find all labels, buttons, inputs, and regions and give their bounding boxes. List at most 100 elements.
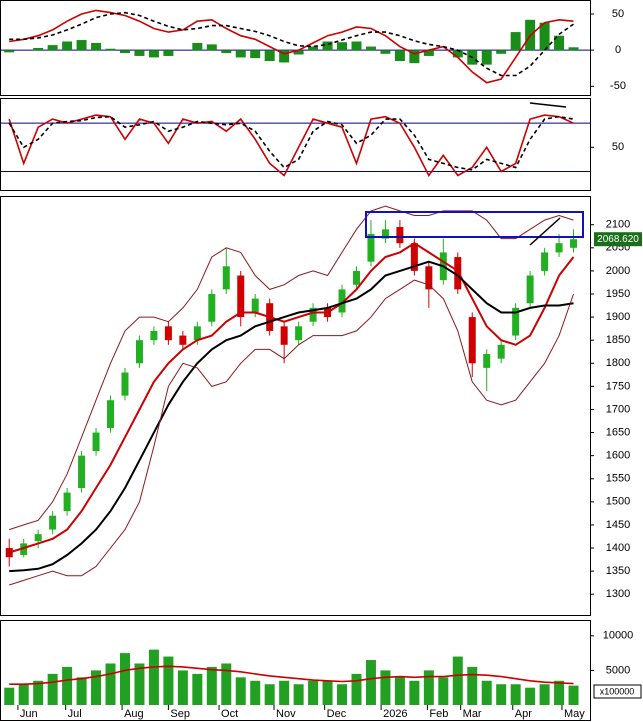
histogram-bar — [496, 50, 507, 54]
volume-bar — [148, 649, 159, 705]
volume-bar — [365, 660, 376, 705]
candle-body — [135, 340, 143, 364]
volume-bar — [496, 684, 507, 705]
candle-body — [107, 400, 115, 428]
candle-body — [295, 326, 303, 341]
candle-body — [410, 243, 418, 271]
candle-body — [468, 317, 476, 364]
x-tick-label: Jun — [20, 708, 38, 720]
volume-bar — [525, 687, 536, 705]
trend-line — [529, 102, 567, 108]
histogram-bar — [4, 50, 15, 53]
histogram-bar — [119, 50, 130, 54]
volume-bar — [163, 656, 174, 705]
histogram-bar — [293, 50, 304, 55]
candle-body — [78, 455, 86, 488]
histogram-bar — [206, 44, 217, 51]
y-tick-label: 1400 — [606, 542, 630, 554]
volume-bar — [467, 666, 478, 705]
candle-body — [570, 239, 578, 248]
y-tick-label: 1900 — [606, 311, 630, 323]
volume-bar — [539, 684, 550, 705]
indicator-line — [9, 279, 574, 586]
stochastic-panel — [0, 98, 591, 191]
volume-bar — [119, 653, 130, 705]
volume-bar — [308, 680, 319, 705]
candle-body — [396, 227, 404, 244]
volume-bar — [76, 677, 87, 705]
last-price-label: 2068.620 — [597, 234, 639, 245]
y-tick-label: 50 — [612, 8, 624, 20]
y-tick-label: 1950 — [606, 288, 630, 300]
y-tick-label: 1600 — [606, 450, 630, 462]
y-tick-label: 5000 — [606, 664, 630, 676]
y-tick-label: 1550 — [606, 473, 630, 485]
histogram-bar — [423, 50, 434, 56]
volume-bar — [510, 684, 521, 705]
histogram-bar — [134, 50, 145, 56]
y-tick-label: -50 — [610, 80, 626, 92]
candle-body — [280, 326, 288, 345]
volume-bar — [264, 684, 275, 705]
histogram-bar — [250, 50, 261, 59]
volume-bar — [33, 680, 44, 705]
candle-body — [63, 492, 71, 512]
y-tick-label: 2100 — [606, 219, 630, 231]
histogram-bar — [554, 35, 565, 51]
candle-body — [222, 266, 230, 290]
histogram-bar — [337, 42, 348, 51]
x-tick-label: May — [564, 708, 585, 720]
candle-body — [164, 326, 172, 341]
candle-body — [526, 275, 534, 304]
volume-bar — [62, 666, 73, 705]
candle-body — [150, 330, 158, 341]
candle-body — [179, 335, 187, 345]
candle-body — [454, 257, 462, 290]
candle-body — [34, 534, 42, 542]
x-tick-label: Mar — [463, 708, 482, 720]
candle-body — [425, 266, 433, 290]
histogram-bar — [163, 50, 174, 56]
histogram-bar — [539, 22, 550, 51]
indicator-line — [9, 205, 574, 531]
histogram-bar — [510, 32, 521, 51]
volume-bar — [481, 680, 492, 705]
candle-body — [512, 307, 520, 336]
x-tick-label: Oct — [221, 708, 238, 720]
candle-body — [121, 372, 129, 396]
x-tick-label: Dec — [327, 708, 347, 720]
x-tick-label: Apr — [515, 708, 532, 720]
x-tick-label: Jul — [68, 708, 82, 720]
candle-body — [193, 326, 201, 341]
volume-bar — [293, 684, 304, 705]
marks: -50 0 50 50 1300 1350 1400 1450 1500 1550 1600 1650… — [1, 8, 642, 720]
candle-body — [237, 275, 245, 318]
candle-body — [555, 243, 563, 253]
volume-bar — [192, 673, 203, 705]
price-panel — [0, 196, 591, 616]
highlight-zone — [365, 211, 584, 238]
histogram-bar — [235, 50, 246, 58]
indicator-line — [8, 242, 575, 554]
histogram-bar — [308, 46, 319, 51]
histogram-bar — [192, 42, 203, 51]
indicator-line — [9, 11, 574, 77]
volume-bar — [423, 670, 434, 705]
volume-bar — [394, 677, 405, 705]
candle-body — [309, 307, 317, 322]
histogram-bar — [47, 45, 58, 51]
unit-box — [593, 684, 642, 699]
candle-body — [92, 432, 100, 452]
y-tick-label: 1700 — [606, 403, 630, 415]
histogram-bar — [76, 40, 87, 51]
volume-bar — [409, 680, 420, 705]
histogram-bar — [105, 48, 116, 51]
y-tick-label: 1800 — [606, 357, 630, 369]
volume-bar — [134, 663, 145, 705]
histogram-bar — [264, 50, 275, 62]
candle-body — [483, 354, 491, 368]
volume-bar — [221, 663, 232, 705]
volume-bar — [206, 666, 217, 705]
histogram-bar — [91, 42, 102, 51]
